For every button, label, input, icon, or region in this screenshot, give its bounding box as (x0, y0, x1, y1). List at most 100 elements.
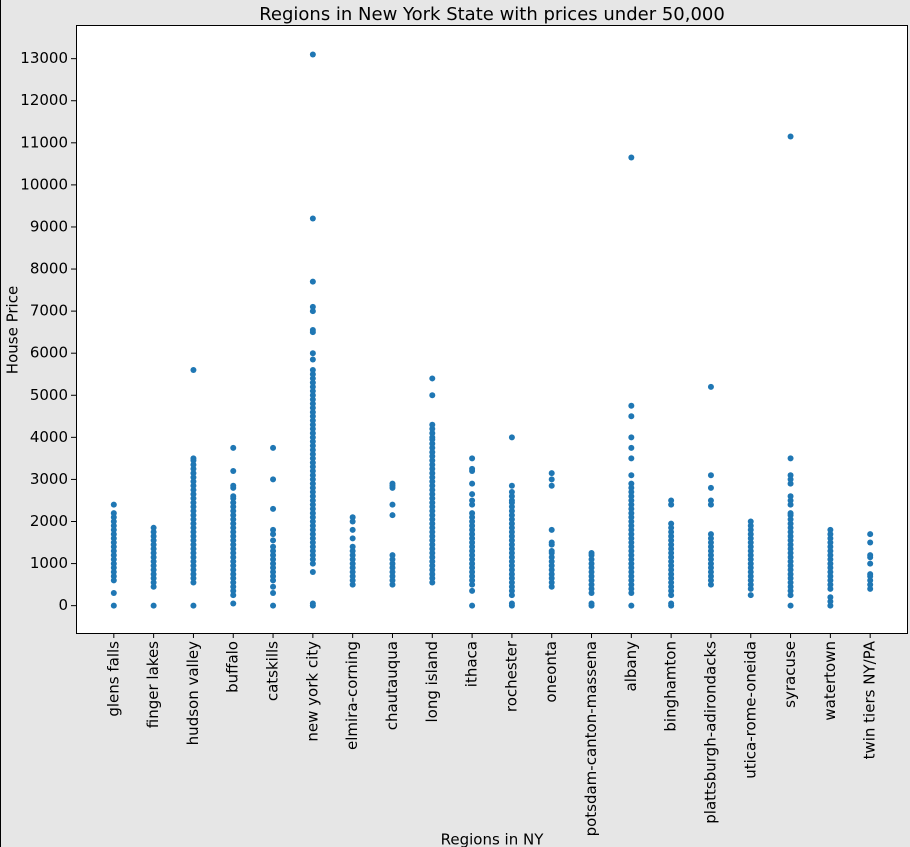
point (787, 524, 794, 531)
point (469, 501, 476, 508)
point (349, 547, 356, 554)
point (508, 545, 515, 552)
point (787, 480, 794, 487)
point (429, 545, 436, 552)
point (668, 524, 675, 531)
point (230, 444, 237, 451)
point (588, 600, 595, 607)
point (270, 560, 277, 567)
point (110, 602, 117, 609)
point (190, 524, 197, 531)
point (787, 529, 794, 536)
point (707, 581, 714, 588)
point (668, 566, 675, 573)
point (787, 501, 794, 508)
point (190, 503, 197, 510)
point (707, 501, 714, 508)
point (548, 566, 555, 573)
point (349, 581, 356, 588)
point (628, 526, 635, 533)
x-tick-label: plattsburgh-adirondacks (701, 641, 719, 824)
point (270, 531, 277, 538)
point (508, 434, 515, 441)
y-tick-label: 2000 (30, 512, 68, 530)
point (628, 444, 635, 451)
point (548, 562, 555, 569)
point (787, 592, 794, 599)
point (429, 375, 436, 382)
point (309, 425, 316, 432)
point (429, 558, 436, 565)
point (747, 547, 754, 554)
point (309, 463, 316, 470)
point (190, 571, 197, 578)
point (588, 573, 595, 580)
point (508, 507, 515, 514)
point (508, 575, 515, 582)
point (429, 571, 436, 578)
point (508, 541, 515, 548)
point (150, 562, 157, 569)
point (190, 520, 197, 527)
point (270, 444, 277, 451)
point (349, 568, 356, 575)
point (110, 518, 117, 525)
point (469, 480, 476, 487)
point (190, 486, 197, 493)
point (668, 571, 675, 578)
point (429, 541, 436, 548)
point (230, 579, 237, 586)
point (588, 564, 595, 571)
point (230, 600, 237, 607)
point (150, 550, 157, 557)
point (628, 514, 635, 521)
point (110, 522, 117, 529)
x-axis-label: Regions in NY (441, 831, 545, 847)
point (668, 575, 675, 582)
point (429, 440, 436, 447)
point (309, 526, 316, 533)
point (190, 491, 197, 498)
point (628, 535, 635, 542)
point (469, 518, 476, 525)
point (309, 392, 316, 399)
point (230, 587, 237, 594)
point (588, 590, 595, 597)
point (230, 554, 237, 561)
point (628, 568, 635, 575)
point (469, 547, 476, 554)
point (309, 522, 316, 529)
point (309, 303, 316, 310)
point (628, 531, 635, 538)
point (548, 526, 555, 533)
point (747, 564, 754, 571)
point (668, 520, 675, 527)
point (309, 505, 316, 512)
point (389, 581, 396, 588)
point (508, 533, 515, 540)
point (230, 537, 237, 544)
point (827, 564, 834, 571)
point (787, 516, 794, 523)
point (548, 547, 555, 554)
point (429, 465, 436, 472)
x-tick-label: syracuse (781, 641, 799, 708)
point (309, 215, 316, 222)
point (707, 547, 714, 554)
point (469, 577, 476, 584)
point (668, 592, 675, 599)
point (309, 446, 316, 453)
point (469, 552, 476, 559)
point (309, 430, 316, 437)
point (827, 539, 834, 546)
point (668, 579, 675, 586)
point (270, 573, 277, 580)
point (190, 562, 197, 569)
point (508, 529, 515, 536)
point (707, 531, 714, 538)
point (508, 566, 515, 573)
point (548, 579, 555, 586)
y-tick-label: 0 (58, 596, 68, 614)
point (508, 571, 515, 578)
x-tick-label: catskills (264, 641, 282, 701)
